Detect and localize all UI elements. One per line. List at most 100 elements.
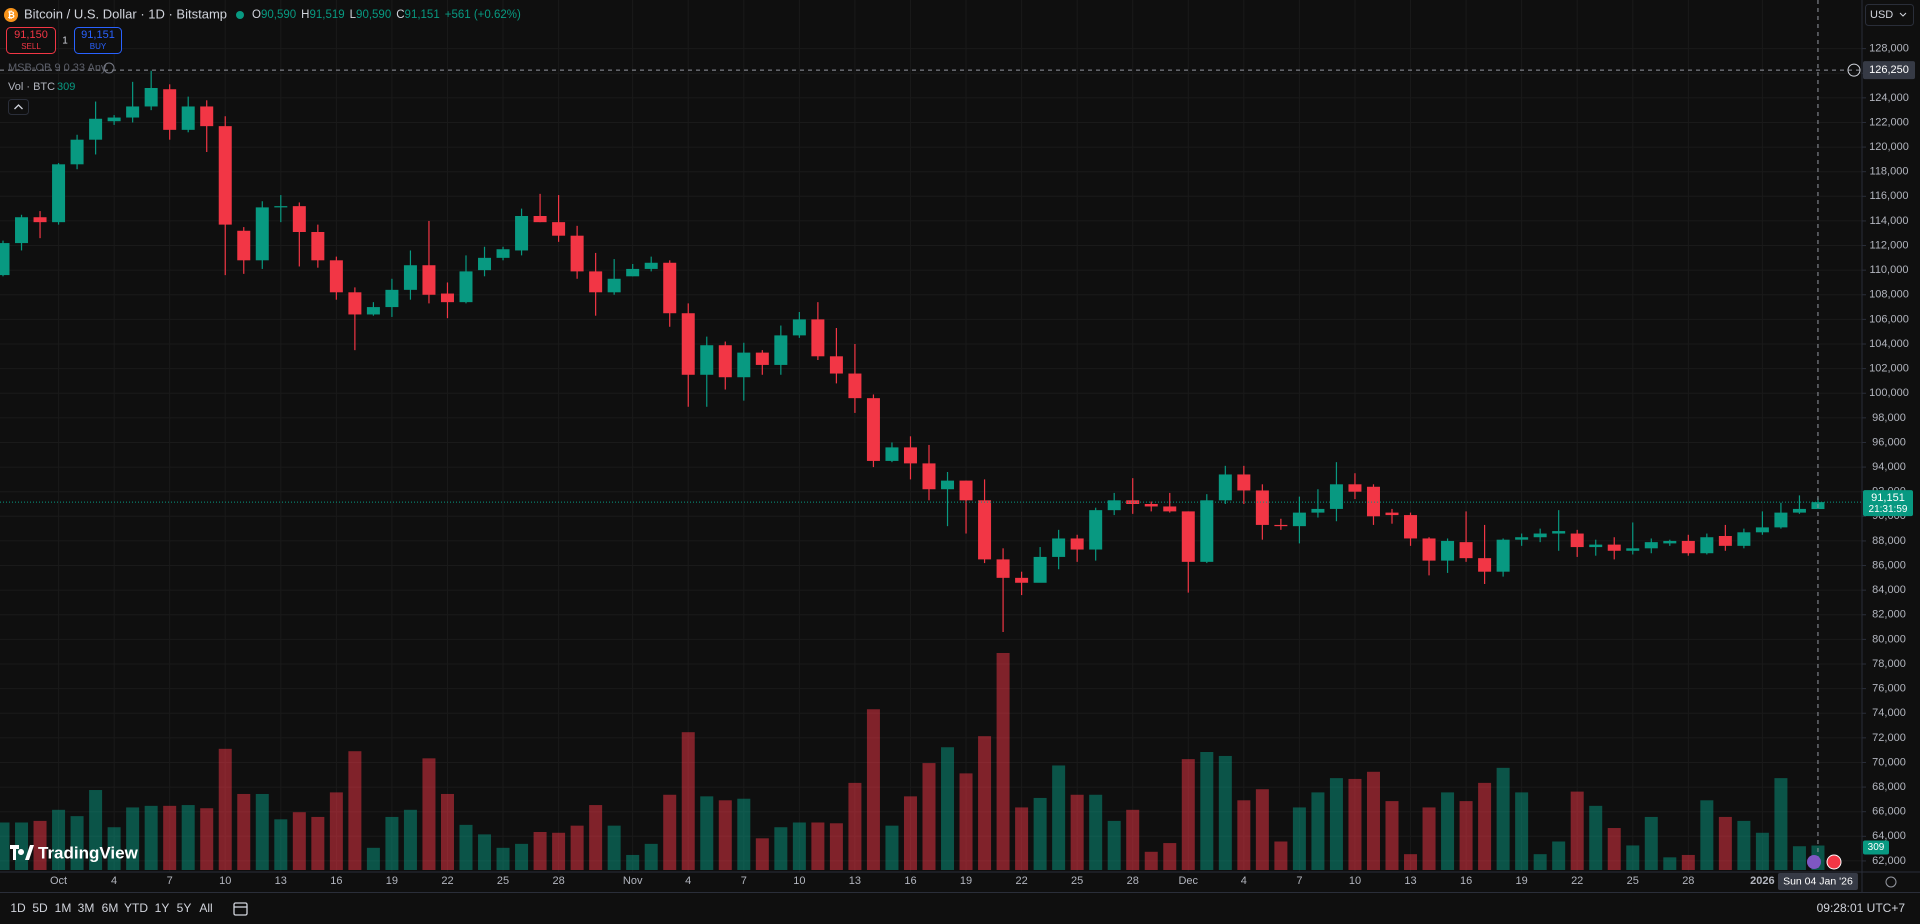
volume-bar <box>1329 778 1343 870</box>
y-tick-label: 114,000 <box>1870 215 1909 227</box>
event-icon[interactable] <box>1807 855 1821 869</box>
price-axis: 62,000 64,000 66,000 68,000 70,000 72,000 74,0… <box>1862 43 1909 867</box>
collapse-button-frame <box>8 99 29 115</box>
logo[interactable]: TradingView <box>10 843 139 862</box>
volume-badge-label: 309 <box>1868 842 1885 853</box>
volume-bar <box>866 709 880 870</box>
sell-price: 91,150 <box>14 29 48 41</box>
volume-bar <box>1015 807 1029 870</box>
volume-bar <box>1478 782 1492 870</box>
volume-bar <box>1607 828 1621 870</box>
indicator-name[interactable]: MSB-OB 9 0.33 Any <box>8 62 107 74</box>
range-button[interactable]: 1D <box>10 901 26 915</box>
candle-body <box>1774 512 1788 528</box>
y-tick-label: 84,000 <box>1872 584 1906 596</box>
y-tick-label: 82,000 <box>1872 609 1906 621</box>
candle-body <box>829 356 843 374</box>
x-tick-label: Dec <box>1178 875 1198 887</box>
candle-body <box>1533 533 1547 538</box>
range-button[interactable]: All <box>199 901 212 915</box>
x-tick-label: 4 <box>1241 875 1247 887</box>
y-tick-label: 108,000 <box>1869 289 1909 301</box>
candle-body <box>15 217 29 244</box>
candle-body <box>1089 510 1103 550</box>
candle-body <box>607 278 621 293</box>
volume-bar <box>1792 846 1806 870</box>
range-button[interactable]: 5Y <box>177 901 192 915</box>
volume-bar <box>144 805 158 870</box>
ohlc-key: O <box>252 9 261 21</box>
add-alert-icon[interactable] <box>1847 63 1861 77</box>
volume-bar <box>163 805 177 870</box>
y-tick-label: 104,000 <box>1869 338 1909 350</box>
volume-bar <box>403 809 417 870</box>
y-tick-label: 68,000 <box>1872 781 1906 793</box>
candle-body <box>1366 486 1380 517</box>
x-tick-label: Nov <box>623 875 643 887</box>
x-tick-label: 4 <box>111 875 117 887</box>
range-button[interactable]: 3M <box>78 901 95 915</box>
volume-bar <box>626 854 640 870</box>
candle-body <box>681 313 695 375</box>
y-tick-label: 118,000 <box>1870 166 1909 178</box>
x-tick-label: 4 <box>685 875 691 887</box>
flag-icon[interactable] <box>1826 854 1842 870</box>
candle-body <box>1144 504 1158 507</box>
volume-bar <box>1737 820 1751 870</box>
y-tick-label: 86,000 <box>1872 559 1906 571</box>
volume-bar <box>1589 805 1603 870</box>
calendar-icon-frame <box>233 902 248 916</box>
y-tick-label: 116,000 <box>1870 190 1909 202</box>
volume-bar <box>1755 832 1769 870</box>
price-axis-bg <box>1862 0 1920 892</box>
candle-body <box>200 106 214 127</box>
buy-button[interactable]: 91,151 BUY <box>74 27 122 54</box>
candle-body <box>478 257 492 271</box>
candle-body <box>422 265 436 295</box>
settings-icon[interactable] <box>1885 876 1897 888</box>
calendar-icon[interactable] <box>233 902 248 916</box>
volume-bar <box>552 832 566 870</box>
volume-bar <box>329 792 343 870</box>
volume-bar <box>700 796 714 870</box>
candle-body <box>978 500 992 560</box>
volume-bar <box>1422 807 1436 870</box>
candle-body <box>181 106 195 130</box>
range-button[interactable]: 5D <box>32 901 48 915</box>
sell-label: SELL <box>21 42 41 51</box>
range-button[interactable]: 6M <box>102 901 119 915</box>
clock: 09:28:01 UTC+7 <box>1817 901 1906 915</box>
candle-body <box>848 373 862 399</box>
volume-bar <box>70 816 84 870</box>
range-button[interactable]: 1Y <box>155 901 170 915</box>
volume-legend-value: 309 <box>57 81 75 93</box>
candle-body <box>33 217 47 223</box>
volume-bar <box>885 825 899 870</box>
x-tick-label: 16 <box>1460 875 1472 887</box>
candle-body <box>1255 490 1269 525</box>
volume-pane <box>0 653 1825 870</box>
currency-button[interactable]: USD <box>1865 4 1914 26</box>
x-tick-label: 22 <box>1571 875 1583 887</box>
sell-button[interactable]: 91,150 SELL <box>6 27 56 54</box>
candle-body <box>792 319 806 336</box>
candle-body <box>255 207 269 261</box>
range-button[interactable]: YTD <box>124 901 148 915</box>
range-button[interactable]: 1M <box>55 901 72 915</box>
candle-body <box>403 265 417 290</box>
ohlc-value: 91,519 <box>309 9 344 21</box>
candle-body <box>1718 536 1732 546</box>
volume-bar <box>1070 794 1084 870</box>
candle-body <box>1737 532 1751 546</box>
candle-body <box>311 232 325 261</box>
candle-body <box>107 117 121 122</box>
y-tick-label: 72,000 <box>1872 732 1906 744</box>
volume-bar <box>570 825 584 870</box>
volume-bar <box>181 805 195 870</box>
collapse-button[interactable] <box>8 99 29 115</box>
y-tick-label: 112,000 <box>1870 239 1909 251</box>
hidden-icon[interactable] <box>103 62 115 74</box>
crosshair-date-box <box>1777 873 1858 890</box>
bottom-toolbar <box>0 893 1920 924</box>
